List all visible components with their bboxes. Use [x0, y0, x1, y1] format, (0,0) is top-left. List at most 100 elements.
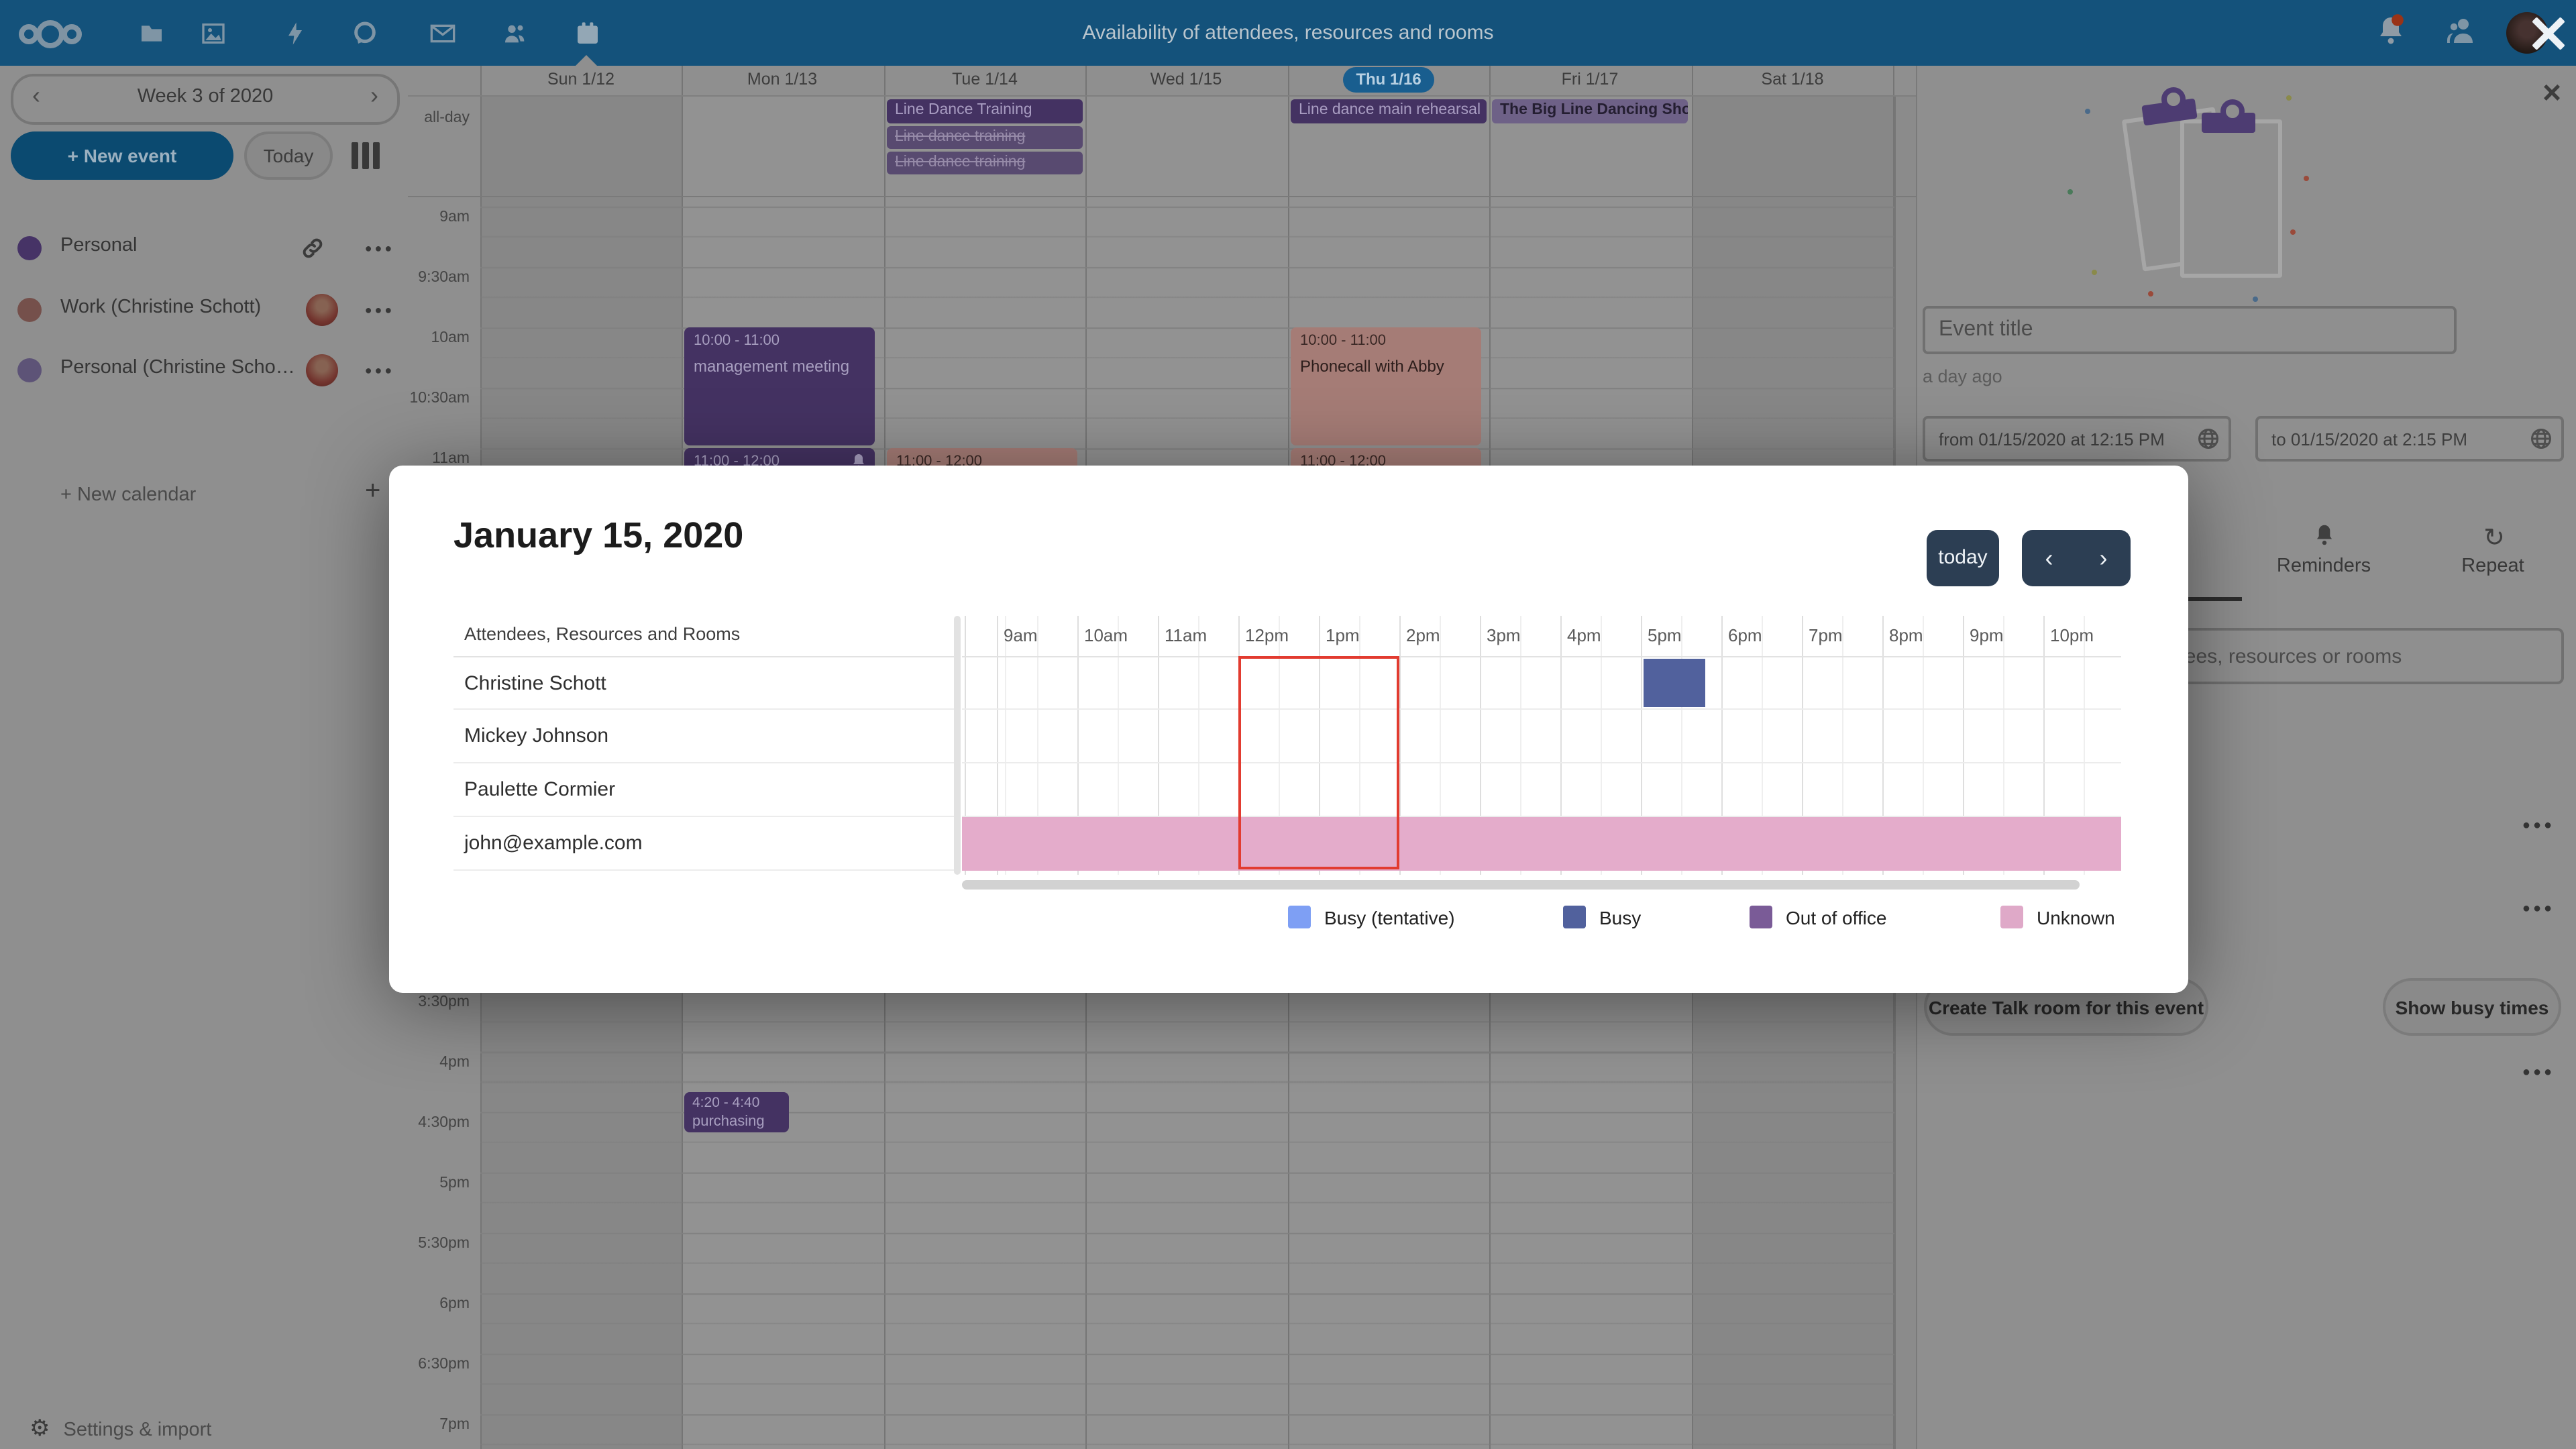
modal-prev-button[interactable]: ‹	[2045, 544, 2053, 571]
availability-timeline[interactable]: 9am 10am 11am 12pm 1pm 2pm 3pm 4pm 5pm 6…	[962, 616, 2121, 875]
nextcloud-logo-icon[interactable]	[18, 16, 81, 51]
allday-event[interactable]: Line dance main rehearsal	[1291, 99, 1487, 123]
time-label: 4:30pm	[418, 1115, 470, 1131]
activity-icon[interactable]	[278, 16, 313, 51]
allday-event[interactable]: The Big Line Dancing Show	[1492, 99, 1688, 123]
attendee-menu-icon[interactable]: ●●●	[2522, 818, 2555, 833]
next-week-button[interactable]: ›	[370, 82, 378, 109]
photos-icon[interactable]	[196, 16, 231, 51]
unknown-availability-band	[962, 817, 2121, 871]
page-title: Availability of attendees, resources and…	[1082, 21, 1494, 44]
timeline-hour-label: 10pm	[2050, 625, 2094, 645]
timezone-globe-icon[interactable]	[2196, 427, 2220, 451]
new-event-button[interactable]: + New event	[11, 131, 233, 180]
event-end-input[interactable]	[2255, 416, 2564, 462]
previous-week-button[interactable]: ‹	[32, 82, 40, 109]
user-avatar[interactable]	[2506, 12, 2548, 54]
mail-icon[interactable]	[425, 16, 460, 51]
top-bar: Availability of attendees, resources and…	[0, 0, 2576, 66]
event-start-input[interactable]	[1923, 416, 2231, 462]
selected-timeslot-outline[interactable]	[1238, 656, 1399, 869]
timeline-scrollbar[interactable]	[962, 880, 2080, 890]
column-divider	[954, 616, 961, 875]
time-label: 10am	[431, 330, 470, 346]
calendar-list-item[interactable]: Personal ●●●	[0, 225, 408, 271]
close-icon[interactable]: ×	[2542, 75, 2561, 111]
attendee-row-name: john@example.com	[453, 817, 954, 871]
new-calendar-plus-icon[interactable]: +	[365, 476, 381, 506]
tab-reminders[interactable]: Reminders	[2276, 555, 2371, 577]
settings-import-button[interactable]: ⚙ Settings & import	[30, 1415, 212, 1441]
allday-event[interactable]: Line Dance Training	[887, 99, 1083, 123]
attendee-menu-icon[interactable]: ●●●	[2522, 902, 2555, 916]
calendar-menu-icon[interactable]: ●●●	[364, 303, 395, 317]
attendee-menu-icon[interactable]: ●●●	[2522, 1065, 2555, 1080]
calendar-icon[interactable]	[570, 16, 605, 51]
timeline-hour-label: 7pm	[1809, 625, 1843, 645]
timeline-hour-label: 8pm	[1889, 625, 1923, 645]
today-button[interactable]: Today	[244, 131, 333, 180]
calendar-color-dot	[17, 236, 42, 260]
timeline-hour-label: 10am	[1084, 625, 1128, 645]
event-title-input[interactable]	[1923, 306, 2457, 354]
calendar-owner-avatar	[306, 354, 338, 386]
event-phonecall-with-abby[interactable]: 10:00 - 11:00 Phonecall with Abby	[1291, 327, 1481, 445]
time-label: 7pm	[439, 1417, 470, 1433]
files-icon[interactable]	[134, 16, 169, 51]
show-busy-times-button[interactable]: Show busy times	[2383, 978, 2561, 1036]
allday-event-cancelled[interactable]: Line dance training	[887, 152, 1083, 174]
timeline-hour-label: 5pm	[1648, 625, 1682, 645]
modal-today-button[interactable]: today	[1927, 530, 1999, 586]
time-label: 5pm	[439, 1175, 470, 1191]
notifications-bell-icon[interactable]	[2375, 13, 2407, 55]
timeline-hour-label: 6pm	[1728, 625, 1762, 645]
time-label: 10:30am	[409, 390, 470, 407]
timeline-hour-label: 9pm	[1970, 625, 2004, 645]
time-label: 5:30pm	[418, 1236, 470, 1252]
modal-next-button[interactable]: ›	[2099, 544, 2108, 571]
modal-date-title: January 15, 2020	[453, 515, 744, 555]
calendar-color-dot	[17, 358, 42, 382]
timeline-hour-label: 3pm	[1487, 625, 1521, 645]
time-label: 6pm	[439, 1296, 470, 1312]
day-header: Sat 1/18	[1761, 70, 1824, 89]
share-link-icon[interactable]	[301, 236, 325, 267]
left-sidebar: ‹ Week 3 of 2020 › + New event Today Per…	[0, 66, 408, 1449]
attendee-row-name: Christine Schott	[453, 656, 954, 710]
calendar-owner-avatar	[306, 294, 338, 326]
talk-icon[interactable]	[347, 16, 382, 51]
timezone-globe-icon[interactable]	[2529, 427, 2553, 451]
legend-label: Busy (tentative)	[1324, 907, 1455, 928]
legend-swatch-busy-tentative	[1288, 906, 1311, 928]
week-selector: ‹ Week 3 of 2020 ›	[11, 74, 400, 125]
allday-event-cancelled[interactable]: Line dance training	[887, 126, 1083, 149]
tab-repeat[interactable]: Repeat	[2461, 555, 2524, 577]
event-management-meeting[interactable]: 10:00 - 11:00 management meeting	[684, 327, 875, 445]
busy-block	[1644, 659, 1705, 707]
time-label: 9am	[439, 209, 470, 225]
view-switcher-icon[interactable]	[352, 142, 381, 169]
calendar-list-item[interactable]: Work (Christine Schott) ●●●	[0, 287, 408, 333]
modal-nav-buttons: ‹ ›	[2022, 530, 2131, 586]
legend-label: Busy	[1599, 907, 1642, 928]
legend-label: Out of office	[1786, 907, 1887, 928]
timeline-hour-label: 2pm	[1406, 625, 1440, 645]
event-purchasing-dept[interactable]: 4:20 - 4:40 purchasing dept	[684, 1092, 789, 1132]
contacts-menu-icon[interactable]	[2445, 16, 2477, 52]
day-header: Mon 1/13	[747, 70, 818, 89]
calendar-menu-icon[interactable]: ●●●	[364, 241, 395, 255]
legend-swatch-unknown	[2000, 906, 2023, 928]
contacts-icon[interactable]	[498, 16, 533, 51]
attendee-row-name: Paulette Cormier	[453, 763, 954, 817]
legend-swatch-busy	[1563, 906, 1586, 928]
calendar-menu-icon[interactable]: ●●●	[364, 364, 395, 377]
reminders-bell-icon	[2310, 523, 2337, 550]
week-label: Week 3 of 2020	[137, 86, 274, 107]
availability-modal: January 15, 2020 today ‹ › Attendees, Re…	[389, 466, 2188, 993]
timeline-hour-label: 1pm	[1326, 625, 1360, 645]
new-calendar-button[interactable]: + New calendar	[60, 484, 197, 506]
calendar-list-item[interactable]: Personal (Christine Scho… ●●●	[0, 347, 408, 393]
close-x-overlay-icon[interactable]	[2528, 13, 2568, 54]
repeat-icon: ↻	[2483, 525, 2505, 553]
last-modified-label: a day ago	[1923, 366, 2002, 386]
